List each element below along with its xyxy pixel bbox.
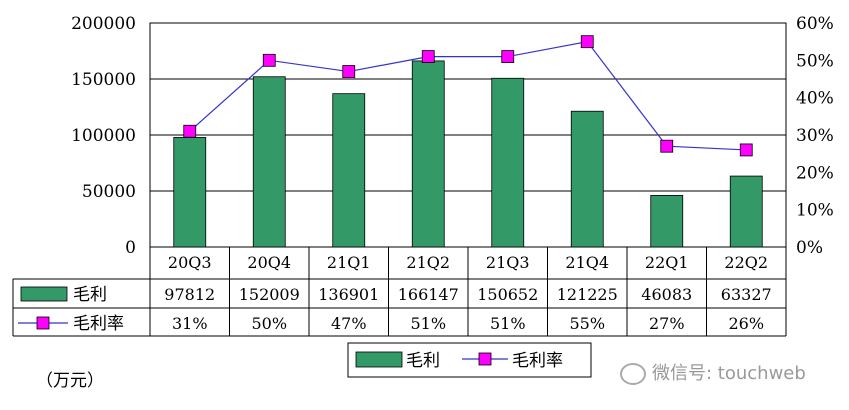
watermark-text: 微信号: touchweb (652, 363, 806, 384)
right-axis-tick: 10% (796, 201, 834, 221)
line-marker-21Q2 (421, 50, 435, 63)
right-axis-tick: 30% (796, 126, 834, 146)
right-axis-tick: 50% (796, 51, 834, 71)
gross-profit-value: 97812 (164, 285, 215, 304)
line-marker-20Q4 (262, 53, 276, 67)
watermark: 微信号: touchweb (620, 359, 806, 385)
right-axis-tick: 20% (796, 163, 834, 183)
category-label: 21Q4 (565, 253, 609, 272)
category-label: 20Q3 (168, 253, 212, 272)
category-label: 22Q1 (645, 253, 689, 272)
bar-21Q4 (570, 110, 604, 248)
gross-profit-value: 136901 (318, 285, 379, 304)
right-axis-tick: 40% (796, 89, 834, 109)
margin-rate-value: 55% (569, 314, 605, 333)
legend-label-gross-profit: 毛利 (406, 351, 440, 371)
margin-rate-value: 47% (331, 314, 367, 333)
bar-21Q2 (411, 60, 445, 248)
line-marker-22Q1 (660, 139, 674, 153)
legend-label-margin-rate: 毛利率 (512, 351, 563, 371)
row-key-margin-rate-marker (36, 316, 50, 330)
left-axis-tick: 50000 (82, 182, 136, 202)
margin-rate-value: 31% (172, 314, 208, 333)
left-axis-tick: 100000 (71, 126, 136, 146)
left-axis-tick: 0 (125, 238, 136, 258)
margin-rate-value: 27% (649, 314, 685, 333)
line-marker-21Q3 (501, 50, 515, 63)
line-marker-20Q3 (183, 124, 197, 138)
gross-profit-value: 121225 (557, 285, 618, 304)
gross-profit-value: 63327 (721, 285, 772, 304)
margin-rate-value: 51% (490, 314, 526, 333)
unit-label: （万元） (36, 371, 104, 391)
margin-rate-value: 26% (728, 314, 764, 333)
gross-profit-value: 46083 (641, 285, 692, 304)
row-label-gross-profit: 毛利 (73, 285, 107, 305)
gross-profit-value: 152009 (239, 285, 300, 304)
category-label: 20Q4 (247, 253, 291, 272)
margin-rate-line (189, 41, 747, 151)
wechat-icon (620, 363, 646, 385)
bar-20Q3 (173, 137, 207, 248)
line-marker-21Q4 (580, 35, 594, 49)
category-label: 21Q3 (486, 253, 530, 272)
right-axis-tick: 60% (796, 14, 834, 34)
line-marker-22Q2 (739, 143, 753, 157)
left-axis-tick: 200000 (71, 14, 136, 34)
legend-key-gross-profit (355, 351, 403, 368)
bar-22Q1 (650, 194, 684, 248)
bar-21Q3 (491, 77, 525, 248)
category-label: 21Q2 (406, 253, 450, 272)
left-axis-tick: 150000 (71, 70, 136, 90)
gross-profit-value: 150652 (477, 285, 538, 304)
right-axis-tick: 0% (796, 238, 823, 258)
line-marker-21Q1 (342, 65, 356, 78)
category-label: 21Q1 (327, 253, 371, 272)
margin-rate-value: 51% (410, 314, 446, 333)
margin-rate-value: 50% (251, 314, 287, 333)
bar-20Q4 (252, 76, 286, 248)
row-key-gross-profit (20, 286, 68, 302)
legend-key-margin-rate-marker (478, 352, 492, 366)
gross-profit-value: 166147 (398, 285, 459, 304)
bar-21Q1 (332, 93, 366, 248)
bar-22Q2 (729, 175, 763, 248)
category-label: 22Q2 (724, 253, 768, 272)
row-label-margin-rate: 毛利率 (73, 314, 124, 334)
